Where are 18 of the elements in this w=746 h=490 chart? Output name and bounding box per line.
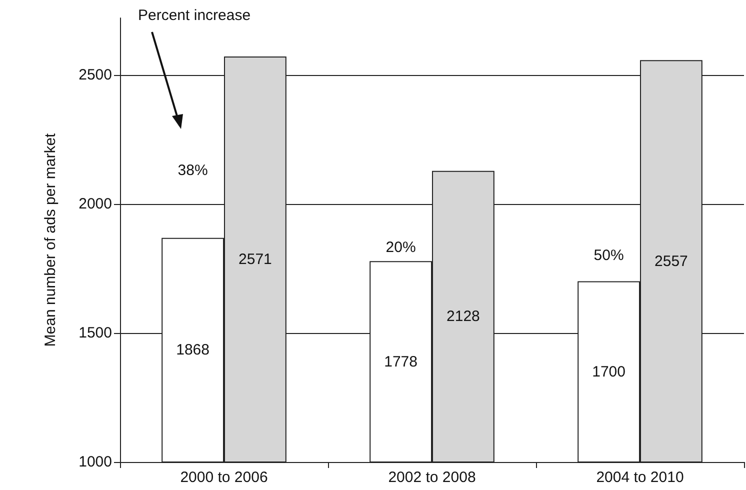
x-tick-label: 2000 to 2006 [180, 469, 268, 486]
x-tick-label: 2002 to 2008 [388, 469, 476, 486]
y-axis-title: Mean number of ads per market [42, 132, 59, 347]
data-label: 1868 [176, 342, 210, 359]
annotation: Percent increase [138, 7, 251, 24]
annotation: 20% [386, 239, 416, 256]
y-tick-label: 2500 [78, 66, 112, 84]
data-label: 2128 [446, 308, 480, 326]
y-tick-label: 2000 [78, 195, 112, 212]
x-tick-label: 2004 to 2010 [596, 469, 684, 486]
data-label: 2571 [238, 250, 272, 268]
annotation: 50% [594, 246, 624, 264]
data-label: 1778 [384, 353, 418, 370]
y-tick-label: 1500 [78, 324, 112, 342]
data-label: 1700 [592, 363, 626, 380]
annotation: 38% [178, 162, 208, 179]
data-label: 2557 [654, 252, 688, 270]
y-tick-label: 1000 [78, 454, 112, 470]
